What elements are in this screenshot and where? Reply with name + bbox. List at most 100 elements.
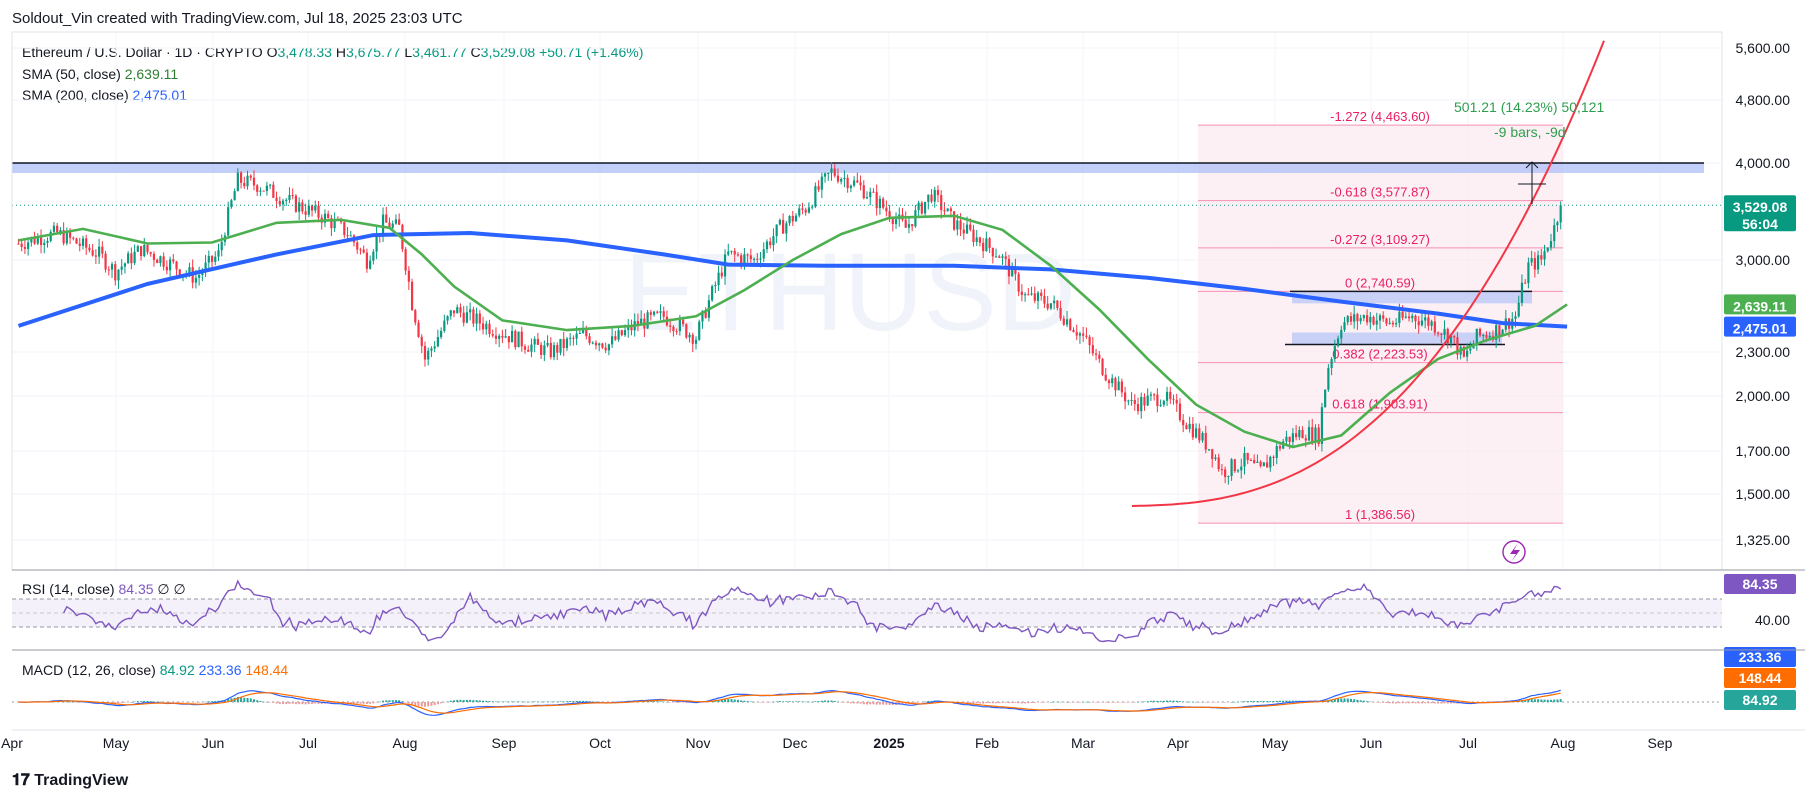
candle-body [152,253,156,260]
candle-body [294,195,298,212]
macd-hist-bar [307,702,310,705]
candle-body [875,192,878,209]
macd-hist-bar [1340,698,1343,702]
measure-bars-label: -9 bars, -9d [1494,124,1566,140]
candle-body [475,313,478,324]
macd-hist-bar [817,701,820,702]
candle-body [1395,323,1398,325]
candle-body [549,342,552,358]
macd-legend[interactable]: MACD (12, 26, close) 84.92 233.36 148.44 [22,662,288,678]
candle-body [1349,316,1353,322]
rsi-pane: 40.00 84.35 [12,574,1796,643]
macd-hist-bar [995,702,998,704]
candle-body [330,218,333,229]
macd-hist-bar [498,701,501,703]
candle-body [1175,399,1178,404]
candle-body [56,225,59,233]
macd-hist-bar [914,702,917,704]
macd-hist-bar [901,702,904,705]
candle-body [88,247,91,251]
candle-body [1430,321,1433,326]
current-price-badge [1724,195,1796,232]
zones[interactable] [12,162,1704,346]
candle-body [417,322,420,337]
macd-hist-bar [1330,699,1333,702]
macd-hist-bar [1208,702,1210,703]
candle-body [1469,348,1472,351]
candle-body [139,246,143,257]
macd-hist-bar [804,701,807,703]
candle-body [427,350,430,360]
macd-hist-bar [414,702,417,706]
annotations[interactable]: 501.21 (14.23%) 50,121 -9 bars, -9d [12,40,1722,564]
macd-hist-bar [446,701,449,702]
macd-hist-bar [807,701,810,703]
macd-hist-bar [1146,701,1149,702]
candle-body [391,223,394,229]
macd-hist-bar [736,699,739,702]
candle-body [798,208,801,216]
candle-body [1117,381,1120,391]
candle-body [343,222,346,236]
macd-hist-bar [875,702,878,705]
candle-body [452,310,456,314]
candle-body [1401,311,1404,318]
candle-body [620,330,623,336]
macd-hist-bar [846,702,849,703]
macd-hist-bar [485,700,488,702]
ma-badge-text: 2,639.11 [1733,298,1787,314]
candle-body [149,252,152,254]
candle-body [740,255,743,264]
macd-hist-bar [1037,702,1039,703]
candle-body [59,230,62,233]
candle-body [1307,427,1311,441]
candle-body [501,335,504,338]
candle-body [772,236,775,246]
macd-hist-bar [836,701,839,703]
candle-body [717,272,720,285]
candle-body [172,259,175,262]
macd-hist-bar [1404,702,1407,704]
candle-body [962,229,965,234]
macd-hist-bar [998,702,1001,704]
tradingview-logo[interactable]: 𝟏𝟕 TradingView [12,772,128,790]
candle-body [394,219,398,224]
macd-hist-bar [724,699,727,702]
candle-body [617,330,620,340]
candle-body [794,215,798,222]
candle-body [920,202,923,214]
sma200-legend[interactable]: SMA (200, close) 2,475.01 [22,87,187,103]
macd-hist-bar [507,701,510,703]
signal-line [18,691,1561,714]
rsi-legend[interactable]: RSI (14, close) 84.35 ∅ ∅ [22,581,186,598]
candle-body [443,320,446,331]
candle-body [201,272,204,276]
x-tick-label: Jul [299,735,317,751]
candle-body [782,219,785,234]
candle-body [972,229,975,242]
macd-hist-bar [1237,701,1240,703]
candle-body [678,319,681,332]
x-tick-label: Nov [686,735,711,751]
macd-hist-bar [204,701,207,703]
x-tick-label: Mar [1071,735,1095,751]
candle-body [785,223,788,234]
sma50-legend[interactable]: SMA (50, close) 2,639.11 [22,66,178,82]
candle-body [220,241,223,251]
candle-body [640,318,643,325]
ma-badge [1724,294,1796,315]
candle-body [540,344,543,355]
candle-body [869,191,872,198]
macd-hist-bar [775,701,778,702]
candle-body [123,263,127,267]
candle-body [1546,247,1549,252]
candle-body [1295,433,1298,438]
candle-body [1188,423,1191,430]
low-label: L [404,44,413,60]
fib-level-label: 0.382 (2,223.53) [1332,347,1427,362]
x-tick-label: Apr [1,735,23,751]
macd-hist-bar [678,702,681,703]
candle-body [1262,462,1265,467]
y-tick-label: 5,600.00 [1736,40,1791,56]
